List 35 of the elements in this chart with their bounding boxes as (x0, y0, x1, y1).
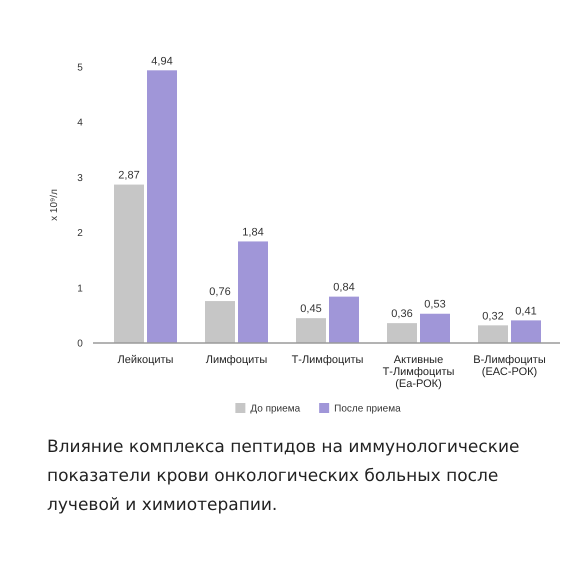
data-label: 0,36 (391, 308, 413, 320)
bar (238, 241, 268, 343)
bar (147, 70, 177, 343)
data-label: 4,94 (151, 55, 173, 68)
y-tick-label: 1 (77, 283, 84, 294)
legend-label: До приема (250, 404, 301, 414)
data-label: 0,76 (209, 286, 231, 298)
x-tick-label: Лейкоциты (118, 354, 174, 366)
bar (114, 184, 144, 343)
y-tick-label: 5 (77, 62, 84, 74)
data-label: 0,41 (515, 305, 537, 318)
data-label: 0,45 (300, 303, 322, 316)
data-label: 0,32 (482, 310, 504, 322)
x-tick-label: Т-Лимфоциты (292, 354, 364, 366)
bar (420, 314, 450, 343)
bar (387, 323, 417, 343)
data-label: 0,84 (333, 282, 355, 294)
text: Влияние комплекса пептидов на иммунологические показатели крови онкологических больных после лучевой и химиотерапии. (47, 437, 520, 515)
legend-label: После приема (334, 404, 402, 414)
bar (478, 325, 508, 343)
y-tick-label: 4 (77, 118, 84, 129)
x-tick-label: В-Лимфоциты (ЕАС-РОК) (473, 354, 546, 378)
data-label: 2,87 (118, 170, 140, 182)
x-tick-label: Активные Т-Лимфоциты (Еа-РОК) (382, 354, 455, 390)
y-axis-title: x 10⁹/л (49, 188, 60, 221)
bar (511, 320, 541, 343)
data-label: 1,84 (242, 226, 264, 238)
y-tick-label: 3 (77, 172, 84, 184)
y-tick-label: 0 (77, 338, 84, 350)
bar (329, 296, 359, 343)
bar (205, 301, 235, 343)
bar (296, 318, 326, 343)
x-tick-label: Лимфоциты (206, 354, 268, 366)
y-tick-label: 2 (77, 228, 84, 240)
data-label: 0,53 (424, 298, 446, 311)
